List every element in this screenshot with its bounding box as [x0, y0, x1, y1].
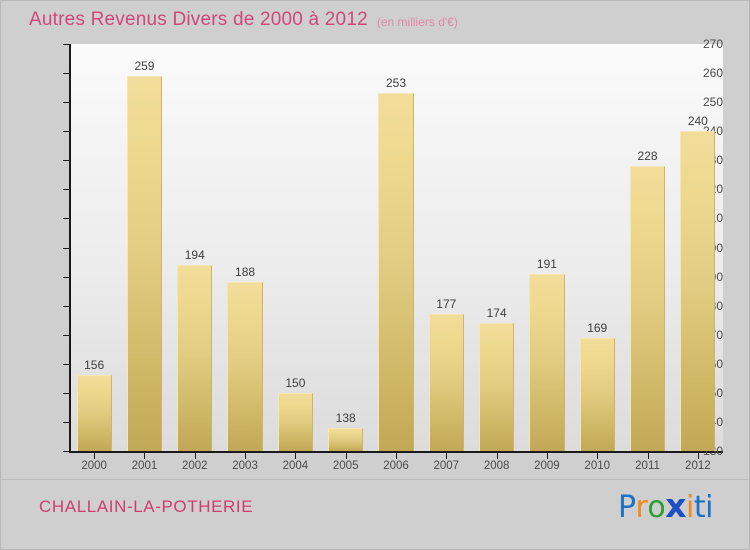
x-axis-tick [295, 453, 297, 459]
x-axis-label: 2006 [383, 460, 409, 472]
x-axis-label: 2007 [433, 460, 460, 472]
x-axis-label: 2005 [332, 460, 359, 472]
bar-2005[interactable] [328, 427, 364, 451]
chart-plot-wrapper: 1301401501601701801902002102202302402502… [29, 37, 723, 476]
bar-value-2007: 177 [436, 297, 457, 312]
y-axis-tick [63, 392, 71, 394]
bar-value-2006: 253 [385, 76, 407, 91]
x-axis-label: 2011 [635, 460, 660, 472]
x-axis-tick [94, 453, 96, 459]
bar-2000[interactable] [76, 375, 112, 451]
bar-value-2009: 191 [536, 256, 557, 271]
bar-2009[interactable] [529, 273, 565, 451]
bar-value-2004: 150 [285, 375, 306, 390]
x-axis-label: 2004 [282, 460, 309, 472]
bar-value-2003: 188 [235, 265, 256, 280]
bar-value-2010: 169 [587, 320, 608, 335]
bar-2003[interactable] [227, 282, 263, 451]
proxiti-logo[interactable]: Proxiti [617, 486, 714, 525]
y-axis-tick [63, 73, 71, 75]
bar-2006[interactable] [378, 93, 414, 451]
bar-value-2008: 174 [486, 306, 507, 321]
x-axis-label: 2001 [131, 460, 158, 472]
page-title: Autres Revenus Divers de 2000 à 2012 [29, 9, 368, 30]
x-axis-line [69, 451, 723, 453]
x-axis-tick [144, 453, 146, 459]
logo-letter-1: r [635, 490, 648, 525]
y-axis-tick [63, 334, 71, 336]
bar-2008[interactable] [479, 323, 515, 451]
y-axis-tick [63, 44, 71, 45]
bar-value-2005: 138 [335, 410, 356, 425]
y-axis-tick [63, 131, 71, 133]
footer-divider [1, 479, 749, 480]
chart-subtitle: (en milliers d'€) [376, 15, 458, 29]
x-axis-tick [546, 453, 548, 459]
place-name-label: CHALLAIN-LA-POTHERIE [39, 497, 254, 516]
y-axis-tick [63, 363, 71, 365]
bar-2012[interactable] [680, 131, 716, 451]
bar-value-2011: 228 [637, 149, 658, 164]
y-axis-tick [63, 102, 71, 104]
logo-letter-5: t [693, 490, 706, 525]
y-axis-tick [63, 421, 71, 423]
y-axis-tick [63, 305, 71, 307]
x-axis-tick [194, 453, 196, 459]
y-axis-label: 260 [702, 66, 723, 81]
y-axis-label: 270 [702, 37, 723, 51]
x-axis-tick [697, 453, 699, 459]
bar-value-2001: 259 [134, 58, 155, 73]
x-axis-label: 2000 [81, 460, 107, 472]
y-axis-tick [63, 451, 71, 452]
x-axis-label: 2003 [232, 460, 258, 472]
logo-letter-0: P [617, 490, 636, 525]
x-axis-tick [597, 453, 599, 459]
bar-value-2000: 156 [84, 358, 105, 373]
logo-letter-3: x [665, 486, 687, 525]
chart-footer: CHALLAIN-LA-POTHERIE Proxiti [1, 480, 749, 549]
bar-2010[interactable] [579, 337, 615, 451]
bar-2007[interactable] [428, 314, 464, 451]
logo-letter-2: o [647, 490, 666, 525]
x-axis-tick [496, 453, 498, 459]
bar-2004[interactable] [277, 392, 313, 451]
bar-value-2002: 194 [184, 247, 205, 262]
x-axis-tick [647, 453, 649, 459]
x-axis-label: 2009 [534, 460, 560, 472]
x-axis-tick [345, 453, 347, 459]
logo-letter-6: i [705, 490, 713, 525]
x-axis-tick [396, 453, 397, 459]
x-axis-tick [245, 453, 247, 459]
y-axis-tick [63, 218, 71, 220]
x-axis-tick [446, 453, 448, 459]
bar-2011[interactable] [629, 166, 666, 451]
x-axis-label: 2010 [584, 460, 611, 472]
x-axis-label: 2008 [483, 460, 510, 472]
y-axis-tick [63, 189, 71, 191]
y-axis-tick [63, 247, 71, 249]
x-axis-label: 2012 [685, 460, 711, 472]
y-axis-label: 250 [702, 95, 723, 110]
bar-value-2012: 240 [687, 114, 708, 129]
y-axis-tick [63, 276, 71, 278]
bar-2002[interactable] [177, 264, 213, 451]
x-axis-label: 2002 [181, 460, 208, 472]
chart-header: Autres Revenus Divers de 2000 à 2012 (en… [1, 1, 749, 39]
bar-2001[interactable] [126, 75, 163, 451]
logo-letter-4: i [686, 490, 694, 525]
y-axis-tick [63, 160, 71, 162]
